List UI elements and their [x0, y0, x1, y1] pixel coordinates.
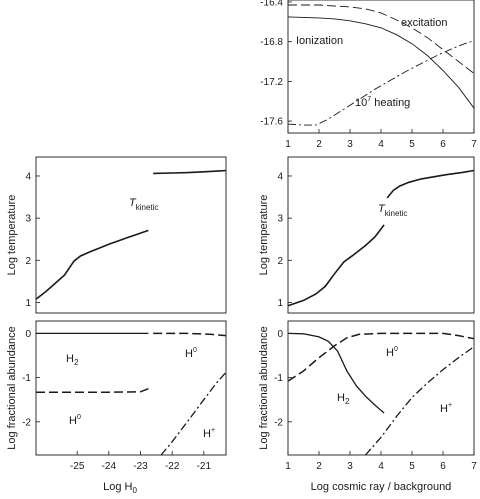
panel-frame — [35, 156, 227, 314]
series-line-h- — [160, 371, 227, 456]
label-t-kinetic: Tkinetic — [378, 203, 407, 218]
x-tick-label: 7 — [471, 461, 477, 472]
panel-temperature-h0: 1 2 3 4 Log temperature Tkinetic — [6, 156, 227, 314]
y-tick-label: -16.8 — [260, 37, 283, 48]
y-tick-label: -1 — [22, 373, 31, 384]
label-h2: H2 — [66, 353, 79, 367]
series-line-h0-low — [36, 388, 149, 393]
series-line-t-kinetic-high — [153, 169, 227, 175]
x-tick-label: 7 — [471, 139, 477, 150]
series-line-h0-high — [153, 332, 227, 337]
y-tick-label: -2 — [274, 417, 283, 428]
label-h0-low: H0 — [69, 414, 81, 427]
y-tick-label: 1 — [25, 298, 31, 309]
panel-abundance-cr: 1 2 3 4 5 6 7 0 -1 -2 Log fractional abundance L… — [258, 320, 477, 493]
label-h0-high: H0 — [185, 347, 197, 360]
label-excitation: excitation — [401, 17, 447, 29]
series-line-t-kinetic-low — [287, 224, 385, 307]
x-tick-label: 4 — [378, 139, 384, 150]
panel-frame — [287, 320, 475, 456]
x-tick-label: 4 — [378, 461, 384, 472]
x-tick-label: -25 — [70, 461, 85, 472]
label-h-plus: H+ — [203, 427, 215, 440]
y-axis: -16.4 -16.8 -17.2 -17.6 — [260, 0, 292, 128]
label-h0: H0 — [386, 346, 398, 359]
x-axis-label: Log cosmic ray / background — [311, 481, 452, 493]
x-tick-label: 6 — [440, 139, 446, 150]
x-tick-label: 3 — [347, 139, 353, 150]
plot-area — [36, 332, 227, 456]
x-tick-label: 2 — [316, 139, 322, 150]
x-tick-label: 1 — [285, 461, 291, 472]
panel-frame — [35, 320, 227, 456]
y-axis: 1 2 3 4 — [25, 171, 40, 309]
series-line-ionization — [287, 16, 475, 109]
x-tick-label: -21 — [197, 461, 212, 472]
y-tick-label: -1 — [274, 373, 283, 384]
y-tick-label: 2 — [277, 256, 283, 267]
y-tick-label: 4 — [277, 171, 283, 182]
x-tick-label: -23 — [133, 461, 148, 472]
x-tick-label: 1 — [285, 139, 291, 150]
label-ionization: Ionization — [296, 35, 343, 47]
panel-abundance-h0: -25 -24 -23 -22 -21 0 -1 -2 Log fractional abu… — [6, 320, 227, 495]
label-heating: 107 heating — [355, 96, 410, 109]
y-axis: 0 -1 -2 — [22, 329, 40, 428]
x-axis: -25 -24 -23 -22 -21 — [70, 451, 212, 472]
y-tick-label: 4 — [25, 171, 31, 182]
y-tick-label: -2 — [22, 417, 31, 428]
y-axis: 0 -1 -2 — [274, 329, 292, 428]
plot-area — [287, 4, 475, 126]
y-axis-label: Log temperature — [258, 195, 270, 276]
label-t-kinetic: Tkinetic — [129, 197, 158, 212]
y-tick-label: 3 — [277, 214, 283, 225]
x-tick-label: 5 — [409, 139, 415, 150]
y-tick-label: 0 — [25, 329, 31, 340]
y-tick-label: 0 — [277, 329, 283, 340]
x-axis: 1 2 3 4 5 6 7 — [285, 129, 477, 150]
x-axis-label: Log H0 — [103, 481, 137, 495]
label-h-plus: H+ — [440, 402, 452, 415]
x-tick-label: 6 — [440, 461, 446, 472]
y-tick-label: 2 — [25, 256, 31, 267]
x-tick-label: -22 — [165, 461, 180, 472]
series-line-h0 — [287, 332, 475, 382]
y-axis-label: Log temperature — [6, 195, 18, 276]
series-line-h- — [365, 346, 475, 456]
y-tick-label: 1 — [277, 298, 283, 309]
panel-frame — [287, 156, 475, 314]
series-line-t-kinetic-low — [35, 229, 149, 300]
y-tick-label: -17.6 — [260, 117, 283, 128]
y-tick-label: -17.2 — [260, 77, 283, 88]
x-axis: 1 2 3 4 5 6 7 — [285, 451, 477, 472]
plot-area — [287, 332, 475, 456]
y-axis-label: Log fractional abundance — [258, 326, 270, 450]
series-line-t-kinetic-high — [386, 169, 475, 199]
y-tick-label: 3 — [25, 214, 31, 225]
x-tick-label: 2 — [316, 461, 322, 472]
label-h2: H2 — [337, 392, 350, 406]
plot-area — [287, 169, 475, 307]
y-axis-label: Log fractional abundance — [6, 326, 18, 450]
x-tick-label: 3 — [347, 461, 353, 472]
x-tick-label: -24 — [102, 461, 117, 472]
series-line-h2 — [287, 332, 385, 414]
plot-area — [35, 169, 227, 300]
series-line-heating — [287, 40, 475, 126]
y-axis: 1 2 3 4 — [277, 171, 292, 309]
y-tick-label: -16.4 — [260, 0, 283, 8]
x-tick-label: 5 — [409, 461, 415, 472]
panel-temperature-cr: 1 2 3 4 Log temperature Tkinetic — [258, 156, 475, 314]
